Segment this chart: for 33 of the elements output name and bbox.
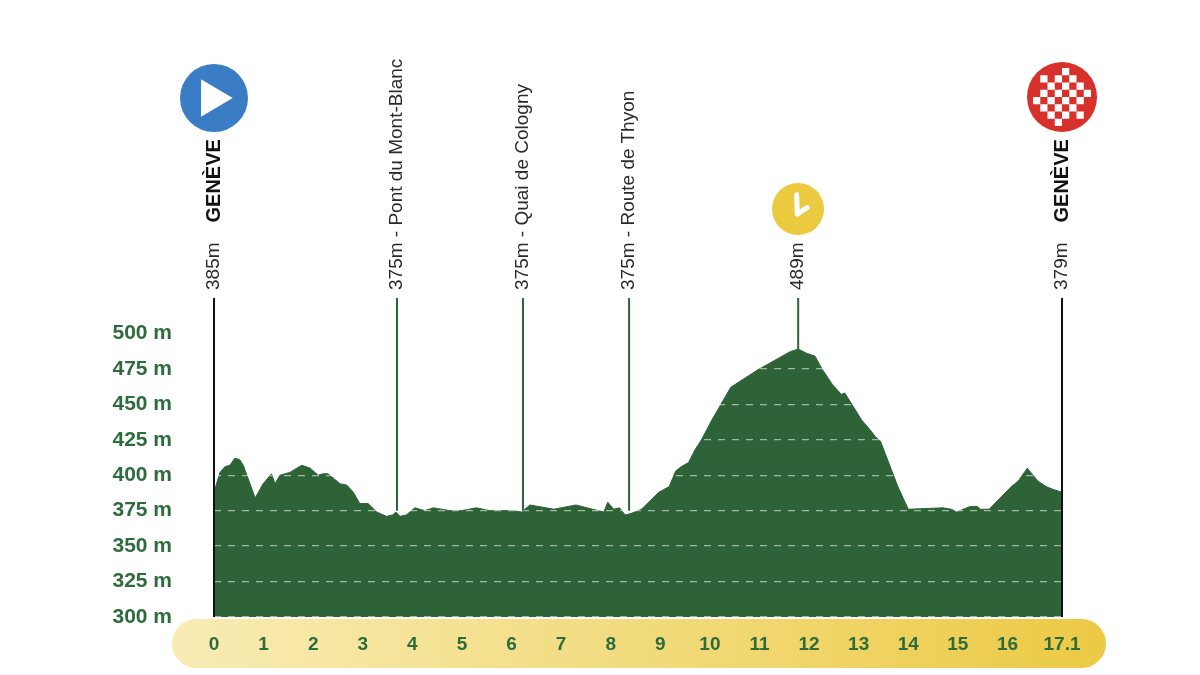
x-tick-label: 17.1 bbox=[1043, 632, 1081, 654]
annotation: 375m - Route de Thyon bbox=[617, 90, 639, 290]
text: 385m GENÈVE bbox=[201, 139, 224, 290]
y-tick-label: 375 m bbox=[112, 497, 172, 521]
x-tick-label: 6 bbox=[506, 632, 517, 654]
y-tick-label: 475 m bbox=[112, 355, 172, 379]
x-tick-label: 9 bbox=[655, 632, 666, 654]
x-tick-label: 10 bbox=[699, 632, 721, 654]
x-tick-label: 16 bbox=[996, 632, 1019, 654]
y-tick-label: 325 m bbox=[112, 568, 172, 592]
annotation: 489m bbox=[786, 242, 808, 290]
y-tick-label: 450 m bbox=[112, 391, 172, 415]
x-tick-label: 12 bbox=[798, 632, 820, 654]
x-tick-label: 0 bbox=[208, 632, 220, 654]
x-tick-label: 8 bbox=[605, 632, 617, 654]
x-tick-label: 7 bbox=[555, 632, 567, 654]
x-tick-label: 14 bbox=[897, 632, 920, 654]
y-tick-label: 350 m bbox=[112, 532, 172, 556]
x-tick-label: 5 bbox=[456, 632, 468, 654]
y-tick-label: 400 m bbox=[112, 462, 172, 486]
x-tick-label: 2 bbox=[307, 632, 319, 654]
x-tick-label: 15 bbox=[947, 632, 969, 654]
annotation: 375m - Quai de Cologny bbox=[511, 83, 533, 290]
x-tick-label: 1 bbox=[258, 632, 270, 654]
text: 379m GENÈVE bbox=[1049, 139, 1072, 290]
x-tick-label: 11 bbox=[749, 632, 770, 654]
x-tick-label: 13 bbox=[848, 632, 870, 654]
x-tick-label: 3 bbox=[357, 632, 369, 654]
annotation: 375m - Pont du Mont-Blanc bbox=[385, 58, 407, 290]
y-tick-label: 300 m bbox=[112, 603, 172, 627]
y-tick-label: 500 m bbox=[112, 320, 172, 344]
y-tick-label: 425 m bbox=[112, 426, 172, 450]
x-tick-label: 4 bbox=[407, 632, 419, 654]
